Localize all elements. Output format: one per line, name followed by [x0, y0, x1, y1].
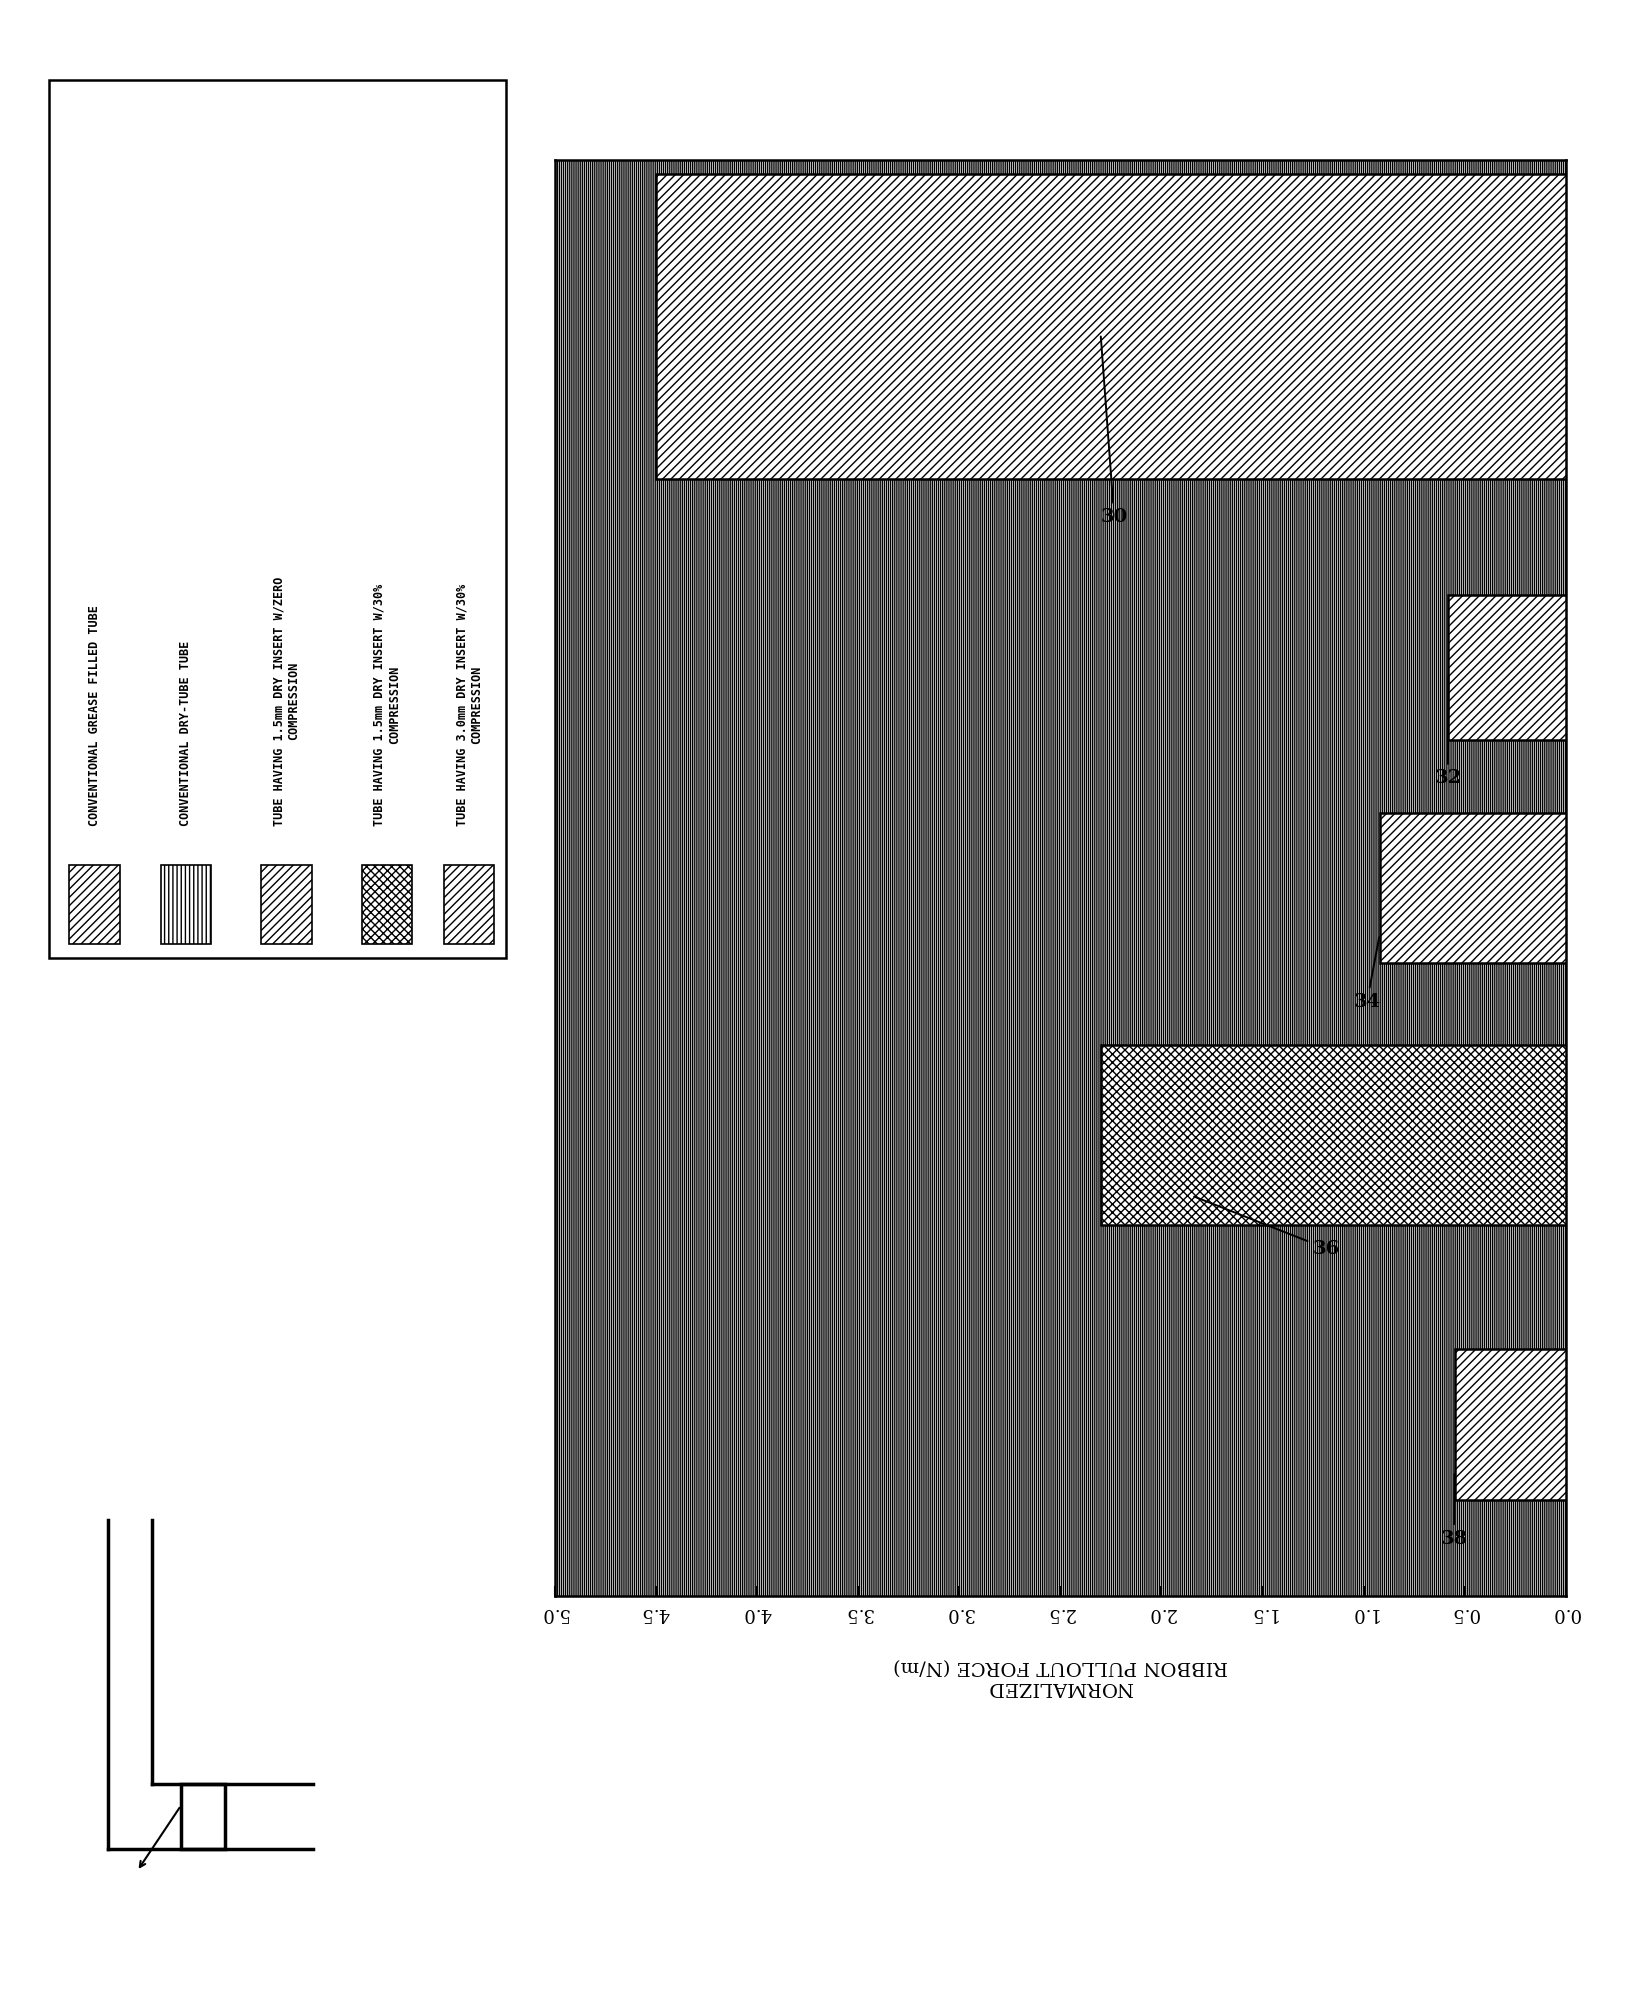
Text: TUBE HAVING 3.0mm DRY INSERT W/30%
COMPRESSION: TUBE HAVING 3.0mm DRY INSERT W/30% COMPR…: [455, 585, 482, 826]
Bar: [161, 866, 210, 944]
Text: 34: 34: [1353, 938, 1379, 1011]
Bar: [1379, 812, 1565, 964]
Bar: [1100, 1045, 1565, 1225]
Bar: [1447, 595, 1565, 740]
Text: 30: 30: [1100, 337, 1126, 527]
Bar: [181, 1784, 225, 1849]
Text: 38: 38: [1439, 1474, 1467, 1548]
Text: TUBE HAVING 1.5mm DRY INSERT W/30%
COMPRESSION: TUBE HAVING 1.5mm DRY INSERT W/30% COMPR…: [373, 585, 401, 826]
Bar: [655, 174, 1565, 479]
Bar: [261, 866, 311, 944]
Bar: [443, 866, 494, 944]
Text: CONVENTIONAL GREASE FILLED TUBE: CONVENTIONAL GREASE FILLED TUBE: [88, 604, 101, 826]
Text: 36: 36: [1193, 1197, 1340, 1257]
Text: CONVENTIONAL DRY-TUBE TUBE: CONVENTIONAL DRY-TUBE TUBE: [179, 640, 192, 826]
Bar: [70, 866, 119, 944]
X-axis label: NORMALIZED
RIBBON PULLOUT FORCE (N/m): NORMALIZED RIBBON PULLOUT FORCE (N/m): [892, 1658, 1227, 1696]
Text: TUBE HAVING 1.5mm DRY INSERT W/ZERO
COMPRESSION: TUBE HAVING 1.5mm DRY INSERT W/ZERO COMP…: [272, 577, 300, 826]
Bar: [362, 866, 412, 944]
Bar: [1454, 1349, 1565, 1500]
Text: 32: 32: [1433, 676, 1460, 788]
